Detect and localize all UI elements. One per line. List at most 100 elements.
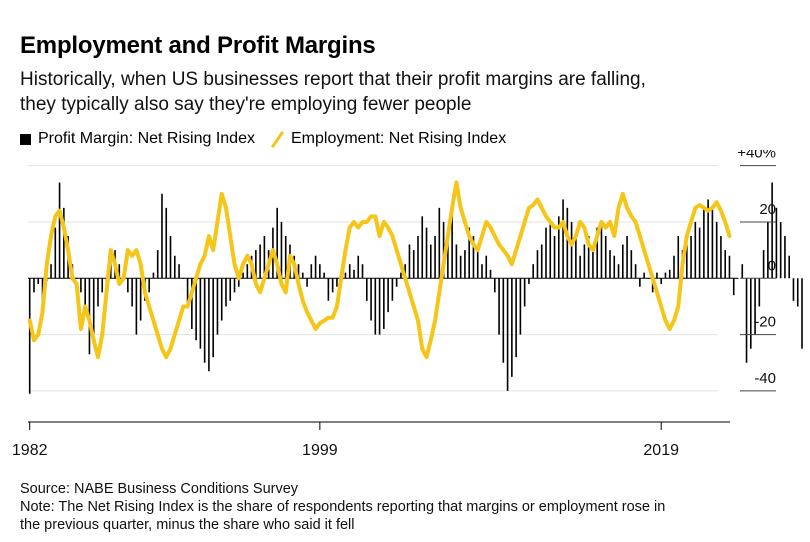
bar (404, 264, 406, 279)
bar (374, 278, 377, 335)
bar (391, 278, 394, 301)
bar (195, 278, 197, 341)
bar (545, 227, 547, 279)
bar (796, 278, 799, 307)
bar (276, 207, 278, 279)
bar (387, 278, 389, 313)
bar (323, 272, 325, 279)
bar (754, 278, 756, 335)
bar (771, 182, 773, 279)
bar (762, 250, 765, 279)
bar (310, 264, 313, 279)
bar (118, 264, 121, 279)
bar (745, 278, 748, 363)
bar (161, 193, 163, 279)
bar (400, 272, 402, 279)
bar (557, 216, 560, 279)
bar (131, 278, 133, 307)
bar (139, 278, 142, 321)
bar (455, 244, 458, 279)
bar (284, 236, 287, 279)
bar (237, 278, 240, 287)
bar (33, 278, 35, 293)
bar (502, 278, 505, 363)
bar (587, 236, 590, 279)
legend-line-swatch-icon (269, 131, 285, 147)
bar (178, 264, 180, 279)
bar (498, 278, 500, 335)
bar (732, 278, 735, 296)
bar (361, 264, 364, 279)
bar (127, 278, 129, 293)
bar (353, 269, 355, 279)
bar (741, 264, 744, 279)
bar (481, 264, 483, 279)
bar (622, 244, 624, 279)
bar (169, 236, 172, 279)
bar (613, 255, 616, 279)
bar (784, 236, 786, 279)
bar (639, 278, 641, 287)
bar (357, 255, 360, 279)
bar (686, 244, 688, 279)
bar (506, 278, 509, 391)
bar (728, 255, 731, 279)
x-tick-label: 2019 (643, 442, 679, 459)
bar (54, 227, 57, 279)
bar (148, 278, 150, 293)
bar (429, 244, 432, 279)
legend-bar-label: Profit Margin: Net Rising Index (38, 130, 255, 147)
bar (651, 278, 654, 293)
bar (485, 255, 488, 279)
bar (703, 207, 705, 279)
bar (609, 250, 611, 279)
x-axis: 1982 1999 2019 (12, 421, 730, 459)
bar (225, 278, 227, 307)
bar (58, 182, 61, 279)
bar (664, 272, 667, 279)
bar (314, 255, 317, 279)
bar (711, 207, 714, 279)
subtitle-line-2: they typically also say they're employin… (20, 94, 472, 115)
bar (365, 278, 368, 301)
bar (468, 227, 470, 279)
bar (489, 269, 492, 279)
bar (434, 236, 436, 279)
employment-line (27, 180, 732, 360)
y-tick-label: -20 (754, 314, 776, 331)
bar (84, 278, 86, 313)
bar (442, 221, 445, 279)
source-text: Source: NABE Business Conditions Survey (20, 481, 299, 497)
bar (626, 236, 628, 279)
bar (528, 278, 530, 284)
bar (417, 236, 419, 279)
bar (263, 236, 266, 279)
bar (408, 244, 411, 279)
bar (540, 244, 543, 279)
bar (203, 278, 206, 363)
subtitle-line-1: Historically, when US businesses report … (20, 69, 646, 90)
bar (575, 236, 577, 279)
bar (92, 278, 95, 335)
bar (421, 216, 424, 279)
bar (412, 250, 415, 279)
bar (677, 236, 680, 279)
bar (28, 278, 31, 394)
bar (348, 264, 351, 279)
bar (472, 236, 475, 279)
bar (694, 221, 697, 279)
bar (600, 221, 603, 279)
bar (511, 278, 513, 377)
bar (493, 278, 496, 293)
bar (63, 207, 65, 279)
bar (395, 278, 398, 287)
bar (767, 221, 769, 279)
bar (690, 236, 692, 279)
bar (656, 272, 658, 279)
bar (724, 250, 726, 279)
bar (447, 236, 449, 279)
bar (549, 221, 552, 279)
bar (459, 255, 462, 279)
bar (152, 272, 155, 279)
bar (216, 278, 219, 335)
